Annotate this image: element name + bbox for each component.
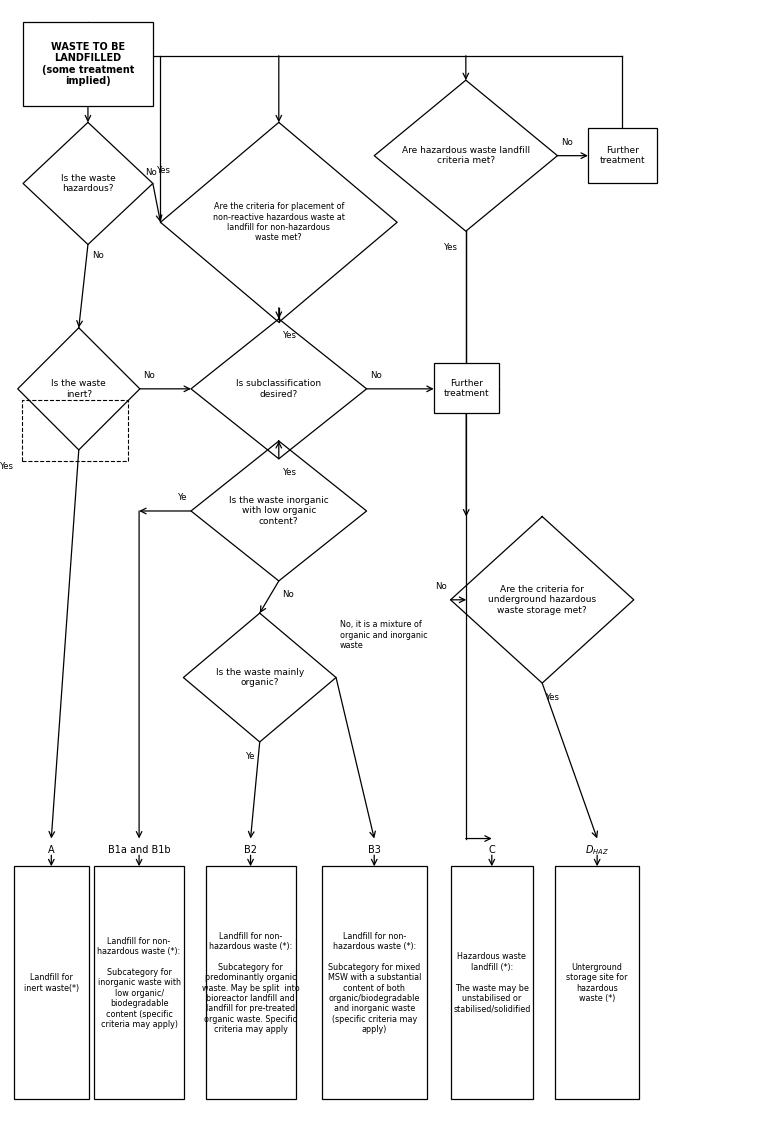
Text: No: No [283,590,294,598]
Text: B3: B3 [368,844,381,854]
Polygon shape [18,327,140,450]
Text: B2: B2 [244,844,257,854]
Text: Are the criteria for
underground hazardous
waste storage met?: Are the criteria for underground hazardo… [488,585,596,615]
Polygon shape [191,441,367,581]
Text: Yes: Yes [0,462,14,471]
Bar [322,867,427,1099]
Polygon shape [23,122,153,245]
Text: Is subclassification
desired?: Is subclassification desired? [236,380,322,399]
Text: Unterground
storage site for
hazardous
waste (*): Unterground storage site for hazardous w… [566,963,628,1003]
Bar [14,867,89,1099]
Bar [434,364,499,414]
Bar [588,128,657,184]
Text: C: C [488,844,495,854]
Text: Is the waste
hazardous?: Is the waste hazardous? [61,173,115,193]
Text: Is the waste mainly
organic?: Is the waste mainly organic? [216,667,304,688]
Bar [23,23,153,105]
Text: Landfill for
inert waste(*): Landfill for inert waste(*) [23,973,79,993]
Text: Yes: Yes [546,693,560,702]
Text: Yes: Yes [283,468,297,477]
Text: Are hazardous waste landfill
criteria met?: Are hazardous waste landfill criteria me… [402,146,530,165]
Text: No: No [92,252,104,261]
Polygon shape [191,318,367,459]
Text: Is the waste inorganic
with low organic
content?: Is the waste inorganic with low organic … [229,496,329,526]
Text: Landfill for non-
hazardous waste (*):

Subcategory for
inorganic waste with
low: Landfill for non- hazardous waste (*): S… [97,937,181,1029]
Text: Further
treatment: Further treatment [600,146,645,165]
Polygon shape [374,80,558,231]
Bar [22,400,129,461]
Polygon shape [450,517,634,683]
Text: Further
treatment: Further treatment [443,378,489,398]
Text: $D_{HAZ}$: $D_{HAZ}$ [585,843,609,857]
Text: Are the criteria for placement of
non-reactive hazardous waste at
landfill for n: Are the criteria for placement of non-re… [213,202,345,242]
Text: No: No [435,582,447,591]
Text: Yes: Yes [283,331,297,340]
Polygon shape [183,613,336,742]
Text: No, it is a mixture of
organic and inorganic
waste: No, it is a mixture of organic and inorg… [340,621,428,650]
Text: Ye: Ye [246,752,256,761]
Text: Landfill for non-
hazardous waste (*):

Subcategory for
predominantly organic
wa: Landfill for non- hazardous waste (*): S… [202,931,299,1034]
Bar [206,867,295,1099]
Text: Yes: Yes [444,244,458,253]
Text: WASTE TO BE
LANDFILLED
(some treatment
implied): WASTE TO BE LANDFILLED (some treatment i… [42,42,134,86]
Bar [450,867,533,1099]
Text: A: A [48,844,55,854]
Text: Hazardous waste
landfill (*):

The waste may be
unstabilised or
stabilised/solid: Hazardous waste landfill (*): The waste … [453,953,530,1013]
Text: Landfill for non-
hazardous waste (*):

Subcategory for mixed
MSW with a substan: Landfill for non- hazardous waste (*): S… [327,931,421,1034]
Text: B1a and B1b: B1a and B1b [108,844,171,854]
Polygon shape [160,122,397,322]
Text: No: No [145,168,157,177]
Bar [555,867,639,1099]
Text: No: No [371,370,382,380]
Text: Is the waste
inert?: Is the waste inert? [51,380,106,399]
Text: Ye: Ye [178,493,187,502]
Text: No: No [561,138,573,147]
Text: No: No [143,370,155,380]
Text: Yes: Yes [157,165,171,174]
Bar [94,867,184,1099]
